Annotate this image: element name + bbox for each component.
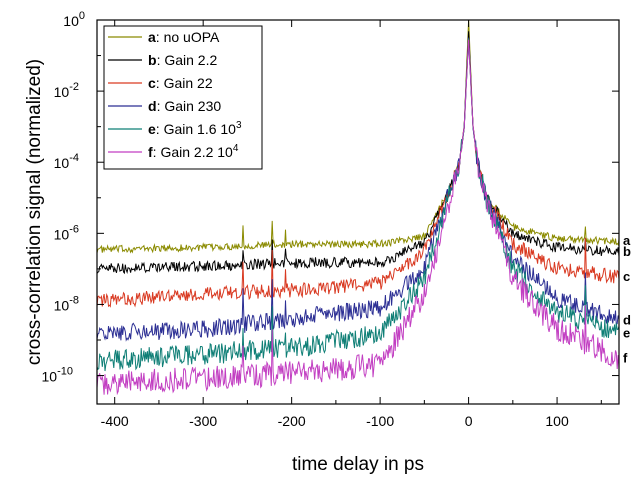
x-tick-label: -300 (189, 413, 217, 429)
x-tick-label: -200 (278, 413, 306, 429)
x-axis: -400 -300 -200 -100 0 100 (101, 20, 602, 429)
end-label-d: d (623, 313, 631, 328)
legend-label-b: b: Gain 2.2 (148, 52, 217, 68)
end-label-b: b (623, 244, 631, 259)
y-tick-label: 100 (63, 10, 85, 29)
x-axis-title: time delay in ps (292, 454, 424, 475)
x-tick-label: 100 (545, 413, 569, 429)
legend: a: no uOPA b: Gain 2.2 c: Gain 22 d: Gain 2… (103, 25, 263, 170)
legend-label-c: c: Gain 22 (148, 75, 213, 91)
series-d-line (97, 37, 619, 342)
y-tick-label: 10-4 (54, 152, 79, 171)
end-label-c: c (623, 269, 630, 284)
end-label-a: a (623, 233, 631, 248)
x-tick-label: -100 (366, 413, 394, 429)
plot-frame (96, 19, 620, 405)
series-end-labels: abc def (623, 233, 631, 365)
legend-label-a: a: no uOPA (148, 29, 220, 45)
legend-box (103, 25, 263, 170)
series-a-line (97, 20, 619, 254)
series-b-line (97, 31, 619, 275)
end-label-f: f (623, 351, 628, 366)
legend-label-e: e: Gain 1.6 103 (148, 120, 242, 137)
y-tick-label: 10-8 (54, 294, 79, 313)
y-tick-label: 10-10 (42, 366, 73, 385)
x-tick-label: 0 (465, 413, 473, 429)
series-f-line (97, 39, 619, 396)
series-c-line (97, 40, 619, 308)
y-tick-label: 10-6 (54, 223, 79, 242)
y-tick-label: 10-2 (54, 81, 79, 100)
legend-label-f: f: Gain 2.2 104 (148, 143, 239, 160)
series-layer (97, 20, 619, 396)
y-axis-title: cross-correlation signal (normalized) (24, 59, 45, 365)
x-tick-label: -400 (101, 413, 129, 429)
end-label-e: e (623, 326, 630, 341)
legend-label-d: d: Gain 230 (148, 98, 221, 114)
